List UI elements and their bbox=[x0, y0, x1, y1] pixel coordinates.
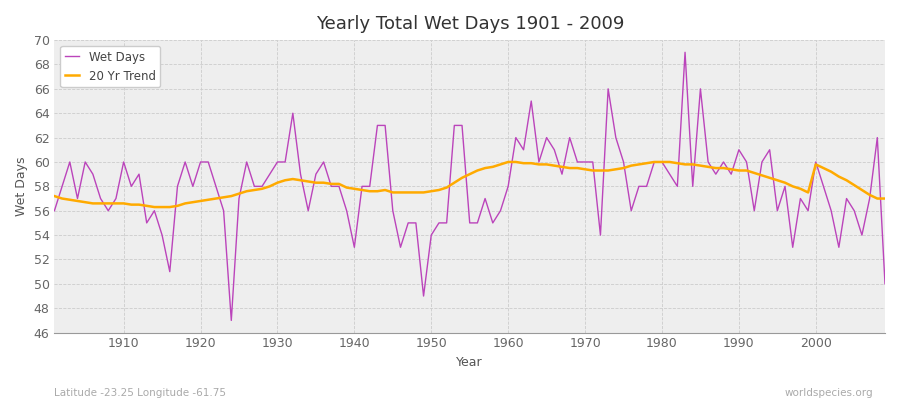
Wet Days bbox=[510, 135, 521, 140]
20 Yr Trend bbox=[287, 177, 298, 182]
Text: worldspecies.org: worldspecies.org bbox=[785, 388, 873, 398]
Wet Days bbox=[226, 318, 237, 323]
X-axis label: Year: Year bbox=[456, 356, 483, 369]
20 Yr Trend bbox=[503, 160, 514, 164]
Wet Days bbox=[503, 184, 514, 189]
Wet Days bbox=[680, 50, 690, 55]
Text: Latitude -23.25 Longitude -61.75: Latitude -23.25 Longitude -61.75 bbox=[54, 388, 226, 398]
Line: 20 Yr Trend: 20 Yr Trend bbox=[54, 162, 885, 207]
20 Yr Trend bbox=[49, 194, 59, 198]
20 Yr Trend bbox=[149, 205, 160, 210]
Y-axis label: Wet Days: Wet Days bbox=[15, 156, 28, 216]
Wet Days bbox=[287, 111, 298, 116]
Wet Days bbox=[111, 196, 122, 201]
20 Yr Trend bbox=[334, 182, 345, 186]
Wet Days bbox=[879, 282, 890, 286]
20 Yr Trend bbox=[610, 167, 621, 172]
Legend: Wet Days, 20 Yr Trend: Wet Days, 20 Yr Trend bbox=[60, 46, 160, 87]
Wet Days bbox=[49, 208, 59, 213]
Wet Days bbox=[334, 184, 345, 189]
Title: Yearly Total Wet Days 1901 - 2009: Yearly Total Wet Days 1901 - 2009 bbox=[316, 15, 624, 33]
Line: Wet Days: Wet Days bbox=[54, 52, 885, 320]
20 Yr Trend bbox=[510, 160, 521, 164]
20 Yr Trend bbox=[879, 196, 890, 201]
20 Yr Trend bbox=[518, 161, 529, 166]
Wet Days bbox=[603, 86, 614, 91]
20 Yr Trend bbox=[111, 201, 122, 206]
